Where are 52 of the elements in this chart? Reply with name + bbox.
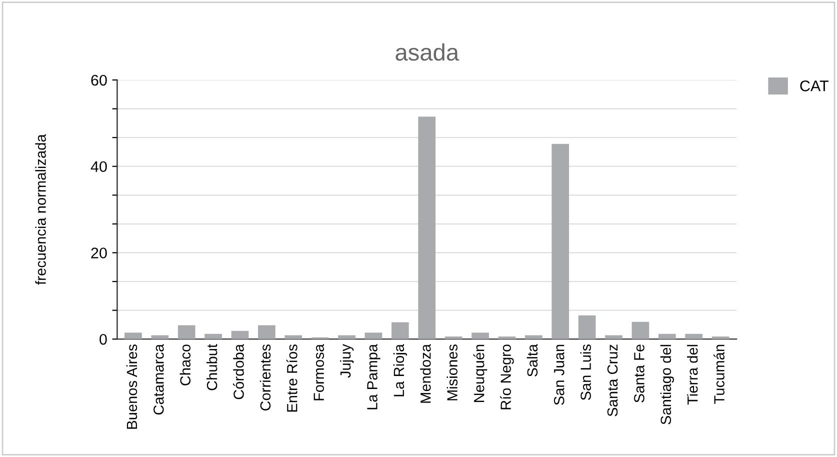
bar: [712, 336, 730, 340]
bar: [391, 322, 409, 340]
x-tick-label: San Luis: [580, 344, 591, 400]
x-tick-label: Río Negro: [500, 344, 514, 410]
x-tick-label: La Rioja: [393, 344, 407, 396]
x-tick-label: Jujuy: [340, 344, 354, 378]
bar: [632, 322, 650, 340]
x-tick-label: La Pampa: [367, 344, 380, 410]
x-tick-label: Chaco: [180, 344, 191, 386]
bar: [204, 334, 222, 340]
y-tick-label: 40: [90, 161, 107, 172]
bar: [258, 325, 276, 340]
x-tick-label: Tucumán: [714, 344, 724, 404]
x-tick-label: Mendoza: [420, 344, 431, 403]
x-tick-label: Santiago del: [660, 344, 674, 424]
x-tick-label: Buenos Aires: [126, 344, 138, 429]
x-tick-label: Chubut: [206, 344, 218, 390]
x-tick-label: Santa Fe: [634, 344, 644, 402]
x-tick-label: Tierra del: [687, 344, 698, 405]
x-tick-label: Catamarca: [153, 344, 164, 415]
bar: [578, 315, 596, 340]
bar: [685, 334, 703, 340]
bar: [284, 335, 302, 340]
x-tick-label: Formosa: [314, 344, 324, 400]
bar: [605, 335, 622, 340]
bar: [552, 144, 570, 340]
bar: [178, 325, 196, 340]
x-tick-label: Santa Cruz: [607, 344, 618, 416]
bar: [472, 332, 489, 340]
x-tick-label: Córdoba: [233, 344, 244, 400]
y-tick-label: 60: [91, 74, 107, 86]
bar: [418, 116, 436, 340]
bar: [338, 335, 356, 340]
x-tick-label: Salta: [526, 344, 538, 377]
x-tick-label: Corrientes: [260, 344, 271, 410]
bar: [231, 330, 249, 340]
bar: [658, 334, 676, 340]
bar: [124, 332, 142, 340]
x-tick-label: Misiones: [446, 344, 458, 400]
x-tick-label: San Juan: [554, 344, 564, 405]
y-tick-label: 0: [100, 334, 107, 345]
y-axis-title: frecuencia normalizada: [35, 134, 46, 285]
bar: [364, 332, 382, 340]
bar: [524, 335, 542, 340]
x-tick-label: Entre Ríos: [286, 344, 298, 412]
chart-title: asada: [396, 43, 460, 61]
bar: [498, 336, 516, 340]
bar: [151, 335, 169, 340]
bar: [444, 336, 462, 340]
legend-label: CAT: [800, 80, 829, 92]
y-tick-label: 20: [91, 248, 107, 258]
x-tick-label: Neuquén: [473, 344, 488, 402]
